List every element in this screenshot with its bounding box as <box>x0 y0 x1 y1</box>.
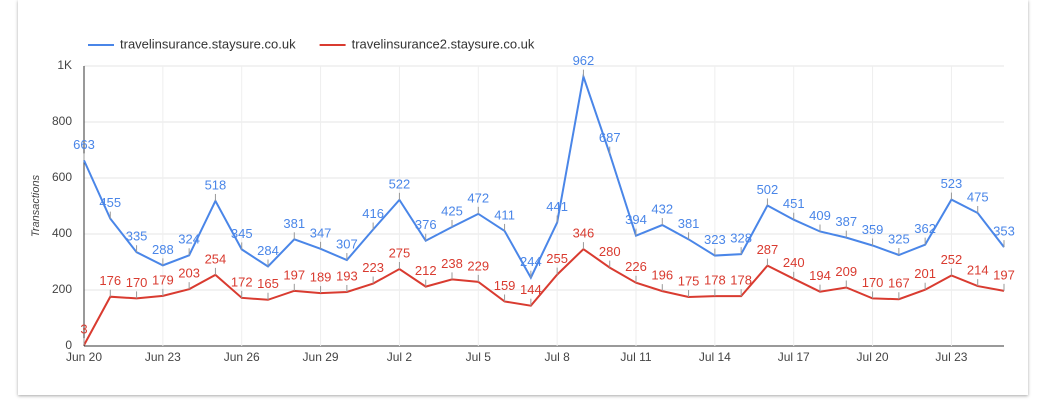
value-label: 425 <box>441 203 463 218</box>
y-tick-label: 800 <box>52 114 72 128</box>
x-tick-label: Jul 11 <box>620 350 651 364</box>
value-label: 238 <box>441 256 463 271</box>
value-label: 244 <box>520 254 542 269</box>
value-label: 522 <box>389 176 411 191</box>
value-label: 176 <box>99 273 121 288</box>
value-label: 159 <box>494 278 516 293</box>
value-label: 287 <box>757 242 779 257</box>
value-label: 284 <box>257 243 279 258</box>
x-tick-label: Jun 29 <box>303 350 339 364</box>
value-label: 328 <box>730 231 752 246</box>
value-label: 255 <box>546 251 568 266</box>
value-label: 209 <box>835 264 857 279</box>
value-label: 167 <box>888 276 910 291</box>
value-label: 441 <box>546 199 568 214</box>
value-label: 409 <box>809 208 831 223</box>
legend-label: travelinsurance.staysure.co.uk <box>120 36 296 51</box>
value-label: 201 <box>914 266 936 281</box>
value-label: 376 <box>415 217 437 232</box>
series-line <box>83 247 1005 346</box>
y-tick-label: 400 <box>52 226 72 240</box>
value-label: 416 <box>362 206 384 221</box>
value-label: 193 <box>336 268 358 283</box>
value-label: 325 <box>888 231 910 246</box>
value-label: 324 <box>178 232 200 247</box>
x-tick-label: Jun 23 <box>145 350 181 364</box>
x-tick-label: Jun 20 <box>66 350 102 364</box>
x-tick-label: Jul 2 <box>387 350 413 364</box>
value-label: 353 <box>993 224 1015 239</box>
x-tick-label: Jul 20 <box>857 350 889 364</box>
value-label: 197 <box>283 267 305 282</box>
value-label: 381 <box>283 216 305 231</box>
value-label: 172 <box>231 274 253 289</box>
value-label: 345 <box>231 226 253 241</box>
value-label: 411 <box>494 207 515 222</box>
value-label: 223 <box>362 260 384 275</box>
value-label: 214 <box>967 263 989 278</box>
value-label: 347 <box>310 225 332 240</box>
value-label: 240 <box>783 255 805 270</box>
value-label: 170 <box>862 275 884 290</box>
x-tick-label: Jul 5 <box>466 350 492 364</box>
legend-label: travelinsurance2.staysure.co.uk <box>352 36 535 51</box>
value-label: 475 <box>967 189 989 204</box>
value-label: 335 <box>126 229 148 244</box>
value-label: 165 <box>257 276 279 291</box>
value-label: 432 <box>651 201 673 216</box>
value-label: 144 <box>520 282 542 297</box>
value-label: 502 <box>757 182 779 197</box>
value-label: 307 <box>336 236 358 251</box>
value-label: 523 <box>941 176 963 191</box>
value-label: 175 <box>678 273 700 288</box>
value-label: 179 <box>152 272 174 287</box>
value-label: 687 <box>599 130 621 145</box>
value-label: 288 <box>152 242 174 257</box>
value-label: 252 <box>941 252 963 267</box>
y-axis-label: Transactions <box>30 174 42 237</box>
value-label: 197 <box>993 267 1015 282</box>
value-label: 212 <box>415 263 437 278</box>
value-label: 359 <box>862 222 884 237</box>
x-tick-label: Jul 23 <box>935 350 967 364</box>
value-label: 254 <box>205 251 227 266</box>
value-label: 362 <box>914 221 936 236</box>
value-label: 451 <box>783 196 805 211</box>
value-label: 3 <box>80 322 87 337</box>
y-tick-label: 0 <box>65 338 72 352</box>
y-tick-label: 1K <box>57 58 72 72</box>
value-label: 229 <box>467 258 489 273</box>
value-label: 962 <box>573 53 595 68</box>
x-tick-label: Jun 26 <box>224 350 260 364</box>
value-label: 323 <box>704 232 726 247</box>
value-label: 472 <box>467 190 489 205</box>
value-label: 394 <box>625 212 647 227</box>
x-tick-label: Jul 8 <box>544 350 570 364</box>
y-tick-label: 200 <box>52 282 72 296</box>
value-label: 194 <box>809 268 831 283</box>
value-label: 203 <box>178 266 200 281</box>
value-label: 280 <box>599 244 621 259</box>
value-label: 178 <box>704 273 726 288</box>
value-label: 170 <box>126 275 148 290</box>
value-label: 387 <box>835 214 857 229</box>
value-label: 275 <box>389 245 411 260</box>
value-label: 663 <box>73 137 95 152</box>
x-tick-label: Jul 17 <box>778 350 810 364</box>
value-label: 178 <box>730 273 752 288</box>
y-tick-label: 600 <box>52 170 72 184</box>
series-line <box>83 72 1005 280</box>
value-label: 455 <box>99 195 121 210</box>
value-label: 518 <box>205 177 227 192</box>
value-label: 346 <box>573 226 595 241</box>
value-label: 226 <box>625 259 647 274</box>
x-tick-label: Jul 14 <box>699 350 731 364</box>
value-label: 189 <box>310 270 332 285</box>
value-label: 196 <box>651 268 673 283</box>
value-label: 381 <box>678 216 700 231</box>
